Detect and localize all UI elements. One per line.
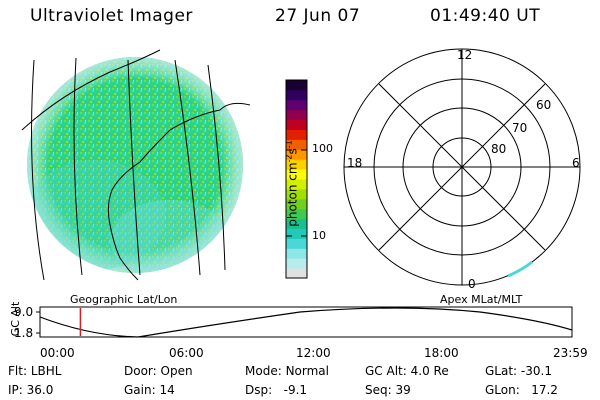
- geo-longitude-info: GLon: 17.2: [485, 383, 558, 397]
- sequence-label: Seq:: [365, 383, 392, 397]
- unit-seconds: s: [285, 148, 300, 155]
- ip-label: IP:: [8, 383, 23, 397]
- color-bar-tick-100: 100: [312, 142, 333, 155]
- color-bar-segment: [286, 248, 307, 259]
- mlt-label-12: 12: [457, 48, 473, 62]
- mode-label: Mode:: [245, 364, 282, 378]
- mode-info: Mode: Normal: [245, 364, 329, 378]
- color-bar-segment: [286, 188, 307, 200]
- color-bar-segment: [286, 238, 307, 249]
- filter-label: Flt:: [8, 364, 27, 378]
- door-info: Door: Open: [124, 364, 193, 378]
- apex-coords-title: Apex MLat/MLT: [440, 293, 523, 306]
- color-bar-segment: [286, 208, 307, 220]
- polar-emission-patch: [507, 260, 533, 278]
- y-tick-low: 1.8: [14, 326, 34, 340]
- mlat-label-60: 60: [536, 98, 552, 112]
- gc-altitude-info: GC Alt: 4.0 Re: [365, 364, 449, 378]
- dsp-info: Dsp: -9.1: [245, 383, 307, 397]
- color-bar-segment: [286, 119, 307, 130]
- sequence-info: Seq: 39: [365, 383, 411, 397]
- color-bar-unit-label: photon cm-2s-1: [285, 124, 300, 244]
- color-bar-ticks: [286, 149, 307, 237]
- color-bar-segment: [286, 139, 307, 150]
- color-bar-segment: [286, 228, 307, 239]
- geo-longitude-value: 17.2: [531, 383, 558, 397]
- color-bar-segment: [286, 129, 307, 140]
- geo-longitude-label: GLon:: [485, 383, 520, 397]
- color-bar-segment: [286, 169, 307, 180]
- x-tick-1800: 18:00: [424, 346, 459, 360]
- x-tick-1200: 12:00: [296, 346, 331, 360]
- x-tick-2359: 23:59: [553, 346, 588, 360]
- unit-exp-area: -2: [284, 154, 294, 163]
- unit-exp-time: -1: [284, 140, 294, 149]
- orbit-altitude-panel: [36, 306, 573, 338]
- dsp-value: -9.1: [283, 383, 308, 397]
- gain-value: 14: [159, 383, 175, 397]
- color-bar-segment: [286, 80, 307, 91]
- mlat-label-80: 80: [491, 142, 507, 156]
- mlt-label-0: 0: [468, 277, 476, 291]
- sequence-value: 39: [395, 383, 411, 397]
- color-bar-segment: [286, 218, 307, 229]
- color-bar-segment: [286, 258, 307, 269]
- x-tick-0000: 00:00: [40, 346, 75, 360]
- door-value: Open: [160, 364, 193, 378]
- mode-value: Normal: [285, 364, 329, 378]
- mlt-label-18: 18: [347, 156, 363, 170]
- color-bar-frame: [285, 79, 308, 279]
- color-bar-segment: [286, 198, 307, 210]
- auroral-image: [27, 57, 243, 273]
- color-bar-segment: [286, 99, 307, 111]
- y-tick-high: 9.0: [14, 305, 34, 319]
- filter-info: Flt: LBHL: [8, 364, 61, 378]
- unit-base: photon cm: [285, 162, 300, 227]
- x-tick-0600: 06:00: [169, 346, 204, 360]
- color-bar-segment: [286, 179, 307, 190]
- color-bar-segment: [286, 89, 307, 101]
- color-bar: [285, 79, 308, 279]
- observation-date: 27 Jun 07: [275, 6, 361, 26]
- geographic-grid: [21, 49, 251, 281]
- gc-altitude-value: 4.0 Re: [410, 364, 449, 378]
- geographic-coords-title: Geographic Lat/Lon: [70, 293, 178, 306]
- polar-mlt-plot: [343, 48, 581, 286]
- color-bar-segment: [286, 109, 307, 121]
- ip-info: IP: 36.0: [8, 383, 53, 397]
- gain-label: Gain:: [124, 383, 156, 397]
- gain-info: Gain: 14: [124, 383, 175, 397]
- instrument-title: Ultraviolet Imager: [30, 6, 193, 26]
- dsp-label: Dsp:: [245, 383, 273, 397]
- mlat-label-70: 70: [512, 121, 528, 135]
- color-bar-segment: [286, 149, 307, 160]
- geo-latitude-value: -30.1: [520, 364, 552, 378]
- color-bar-segment: [286, 159, 307, 170]
- filter-value: LBHL: [30, 364, 62, 378]
- color-bar-tick-10: 10: [312, 229, 326, 242]
- ip-value: 36.0: [26, 383, 54, 397]
- geo-latitude-info: GLat: -30.1: [485, 364, 552, 378]
- door-label: Door:: [124, 364, 157, 378]
- color-bar-segment: [286, 268, 307, 279]
- observation-time: 01:49:40 UT: [430, 6, 541, 26]
- mlt-label-6: 6: [572, 156, 580, 170]
- gc-altitude-label: GC Alt:: [365, 364, 407, 378]
- geo-latitude-label: GLat:: [485, 364, 518, 378]
